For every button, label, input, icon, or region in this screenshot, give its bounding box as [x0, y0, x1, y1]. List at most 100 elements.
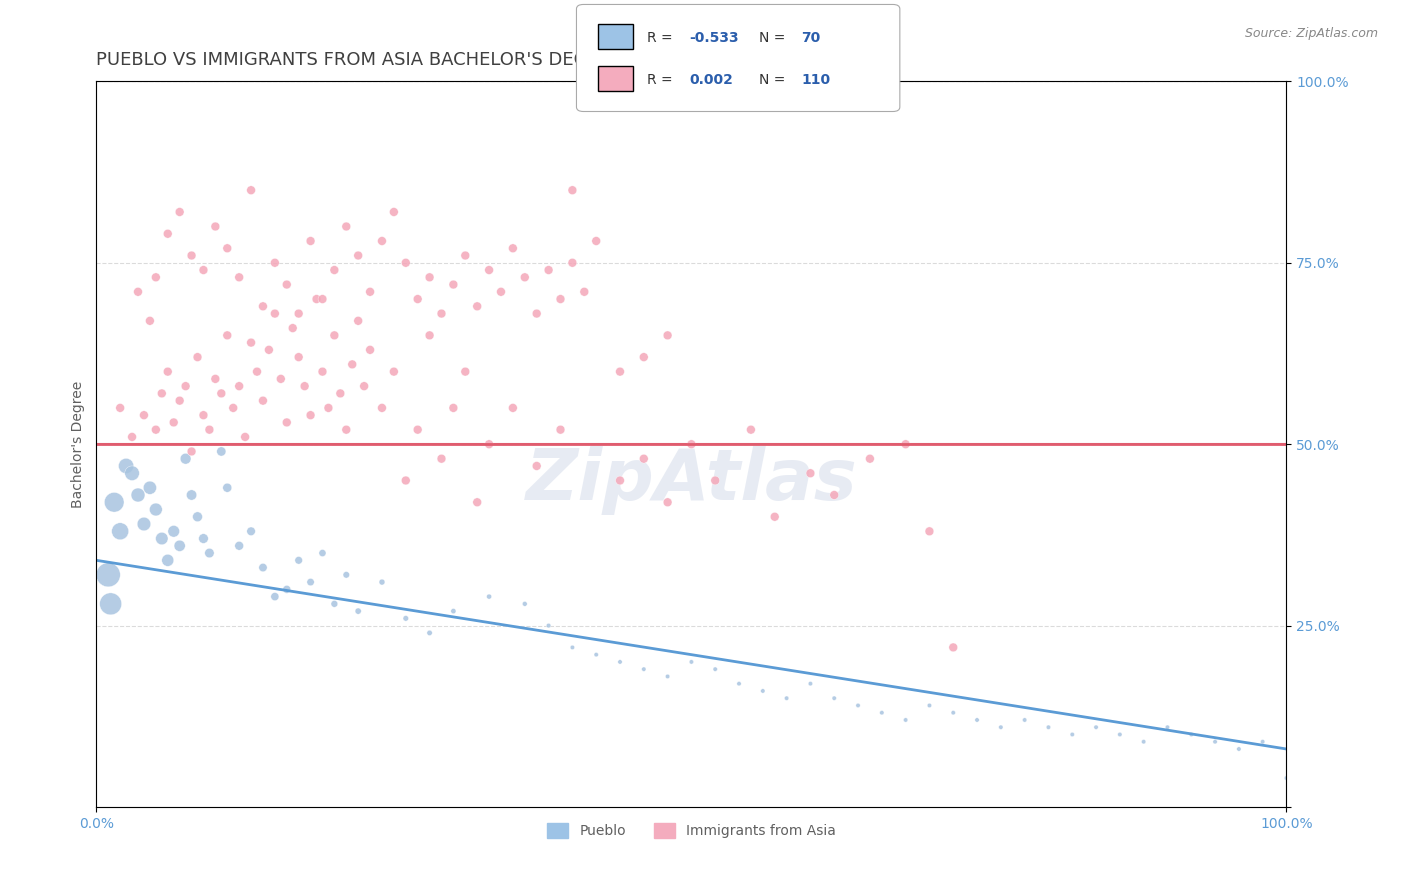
Point	[775, 691, 797, 706]
Point	[180, 248, 202, 262]
Point	[550, 423, 572, 437]
Point	[513, 270, 536, 285]
Point	[353, 379, 375, 393]
Point	[132, 516, 155, 531]
Point	[115, 458, 138, 473]
Point	[270, 372, 292, 386]
Point	[561, 183, 583, 197]
Text: R =: R =	[647, 31, 676, 45]
Point	[217, 328, 239, 343]
Point	[156, 227, 179, 241]
Point	[681, 437, 703, 451]
Point	[127, 285, 149, 299]
Point	[763, 509, 786, 524]
Point	[145, 270, 167, 285]
Point	[633, 451, 655, 466]
Point	[454, 248, 477, 262]
Point	[633, 350, 655, 364]
Point	[430, 451, 453, 466]
Point	[121, 430, 143, 444]
Point	[228, 379, 250, 393]
Point	[1132, 735, 1154, 749]
Point	[186, 509, 208, 524]
Point	[347, 248, 370, 262]
Point	[465, 495, 488, 509]
Point	[704, 662, 727, 676]
Point	[1062, 727, 1084, 741]
Point	[246, 365, 269, 379]
Point	[347, 314, 370, 328]
Point	[311, 546, 333, 560]
Point	[163, 524, 186, 539]
Point	[371, 234, 394, 248]
Point	[728, 676, 751, 690]
Point	[335, 567, 357, 582]
Point	[121, 467, 143, 481]
Point	[502, 401, 524, 415]
Point	[1227, 742, 1250, 756]
Point	[198, 546, 221, 560]
Point	[209, 386, 232, 401]
Point	[609, 365, 631, 379]
Point	[537, 263, 560, 277]
Point	[318, 401, 340, 415]
Point	[323, 328, 346, 343]
Point	[609, 474, 631, 488]
Point	[233, 430, 256, 444]
Text: -0.533: -0.533	[689, 31, 738, 45]
Point	[323, 597, 346, 611]
Point	[894, 713, 917, 727]
Point	[209, 444, 232, 458]
Point	[526, 458, 548, 473]
Point	[395, 256, 418, 270]
Point	[966, 713, 988, 727]
Legend: Pueblo, Immigrants from Asia: Pueblo, Immigrants from Asia	[541, 818, 841, 844]
Point	[704, 474, 727, 488]
Point	[1038, 720, 1060, 734]
Point	[174, 451, 197, 466]
Point	[108, 401, 131, 415]
Point	[103, 495, 125, 509]
Point	[281, 321, 304, 335]
Point	[382, 365, 405, 379]
Text: ZipAtlas: ZipAtlas	[526, 446, 858, 515]
Point	[299, 575, 322, 590]
Point	[419, 626, 441, 640]
Point	[252, 393, 274, 408]
Point	[204, 372, 226, 386]
Point	[489, 285, 512, 299]
Point	[299, 408, 322, 422]
Point	[561, 640, 583, 655]
Text: 110: 110	[801, 73, 831, 87]
Point	[740, 423, 762, 437]
Point	[990, 720, 1012, 734]
Point	[335, 219, 357, 234]
Point	[108, 524, 131, 539]
Point	[419, 270, 441, 285]
Point	[150, 532, 173, 546]
Point	[430, 307, 453, 321]
Point	[263, 307, 285, 321]
Point	[311, 365, 333, 379]
Point	[127, 488, 149, 502]
Point	[574, 285, 596, 299]
Point	[163, 416, 186, 430]
Point	[228, 270, 250, 285]
Point	[395, 474, 418, 488]
Point	[359, 343, 381, 357]
Point	[859, 451, 882, 466]
Point	[217, 481, 239, 495]
Point	[180, 444, 202, 458]
Y-axis label: Bachelor's Degree: Bachelor's Degree	[72, 381, 86, 508]
Point	[441, 604, 464, 618]
Point	[263, 256, 285, 270]
Text: 70: 70	[801, 31, 821, 45]
Point	[609, 655, 631, 669]
Point	[342, 357, 364, 371]
Point	[585, 648, 607, 662]
Point	[287, 307, 309, 321]
Point	[657, 669, 679, 683]
Point	[419, 328, 441, 343]
Point	[150, 386, 173, 401]
Point	[193, 532, 215, 546]
